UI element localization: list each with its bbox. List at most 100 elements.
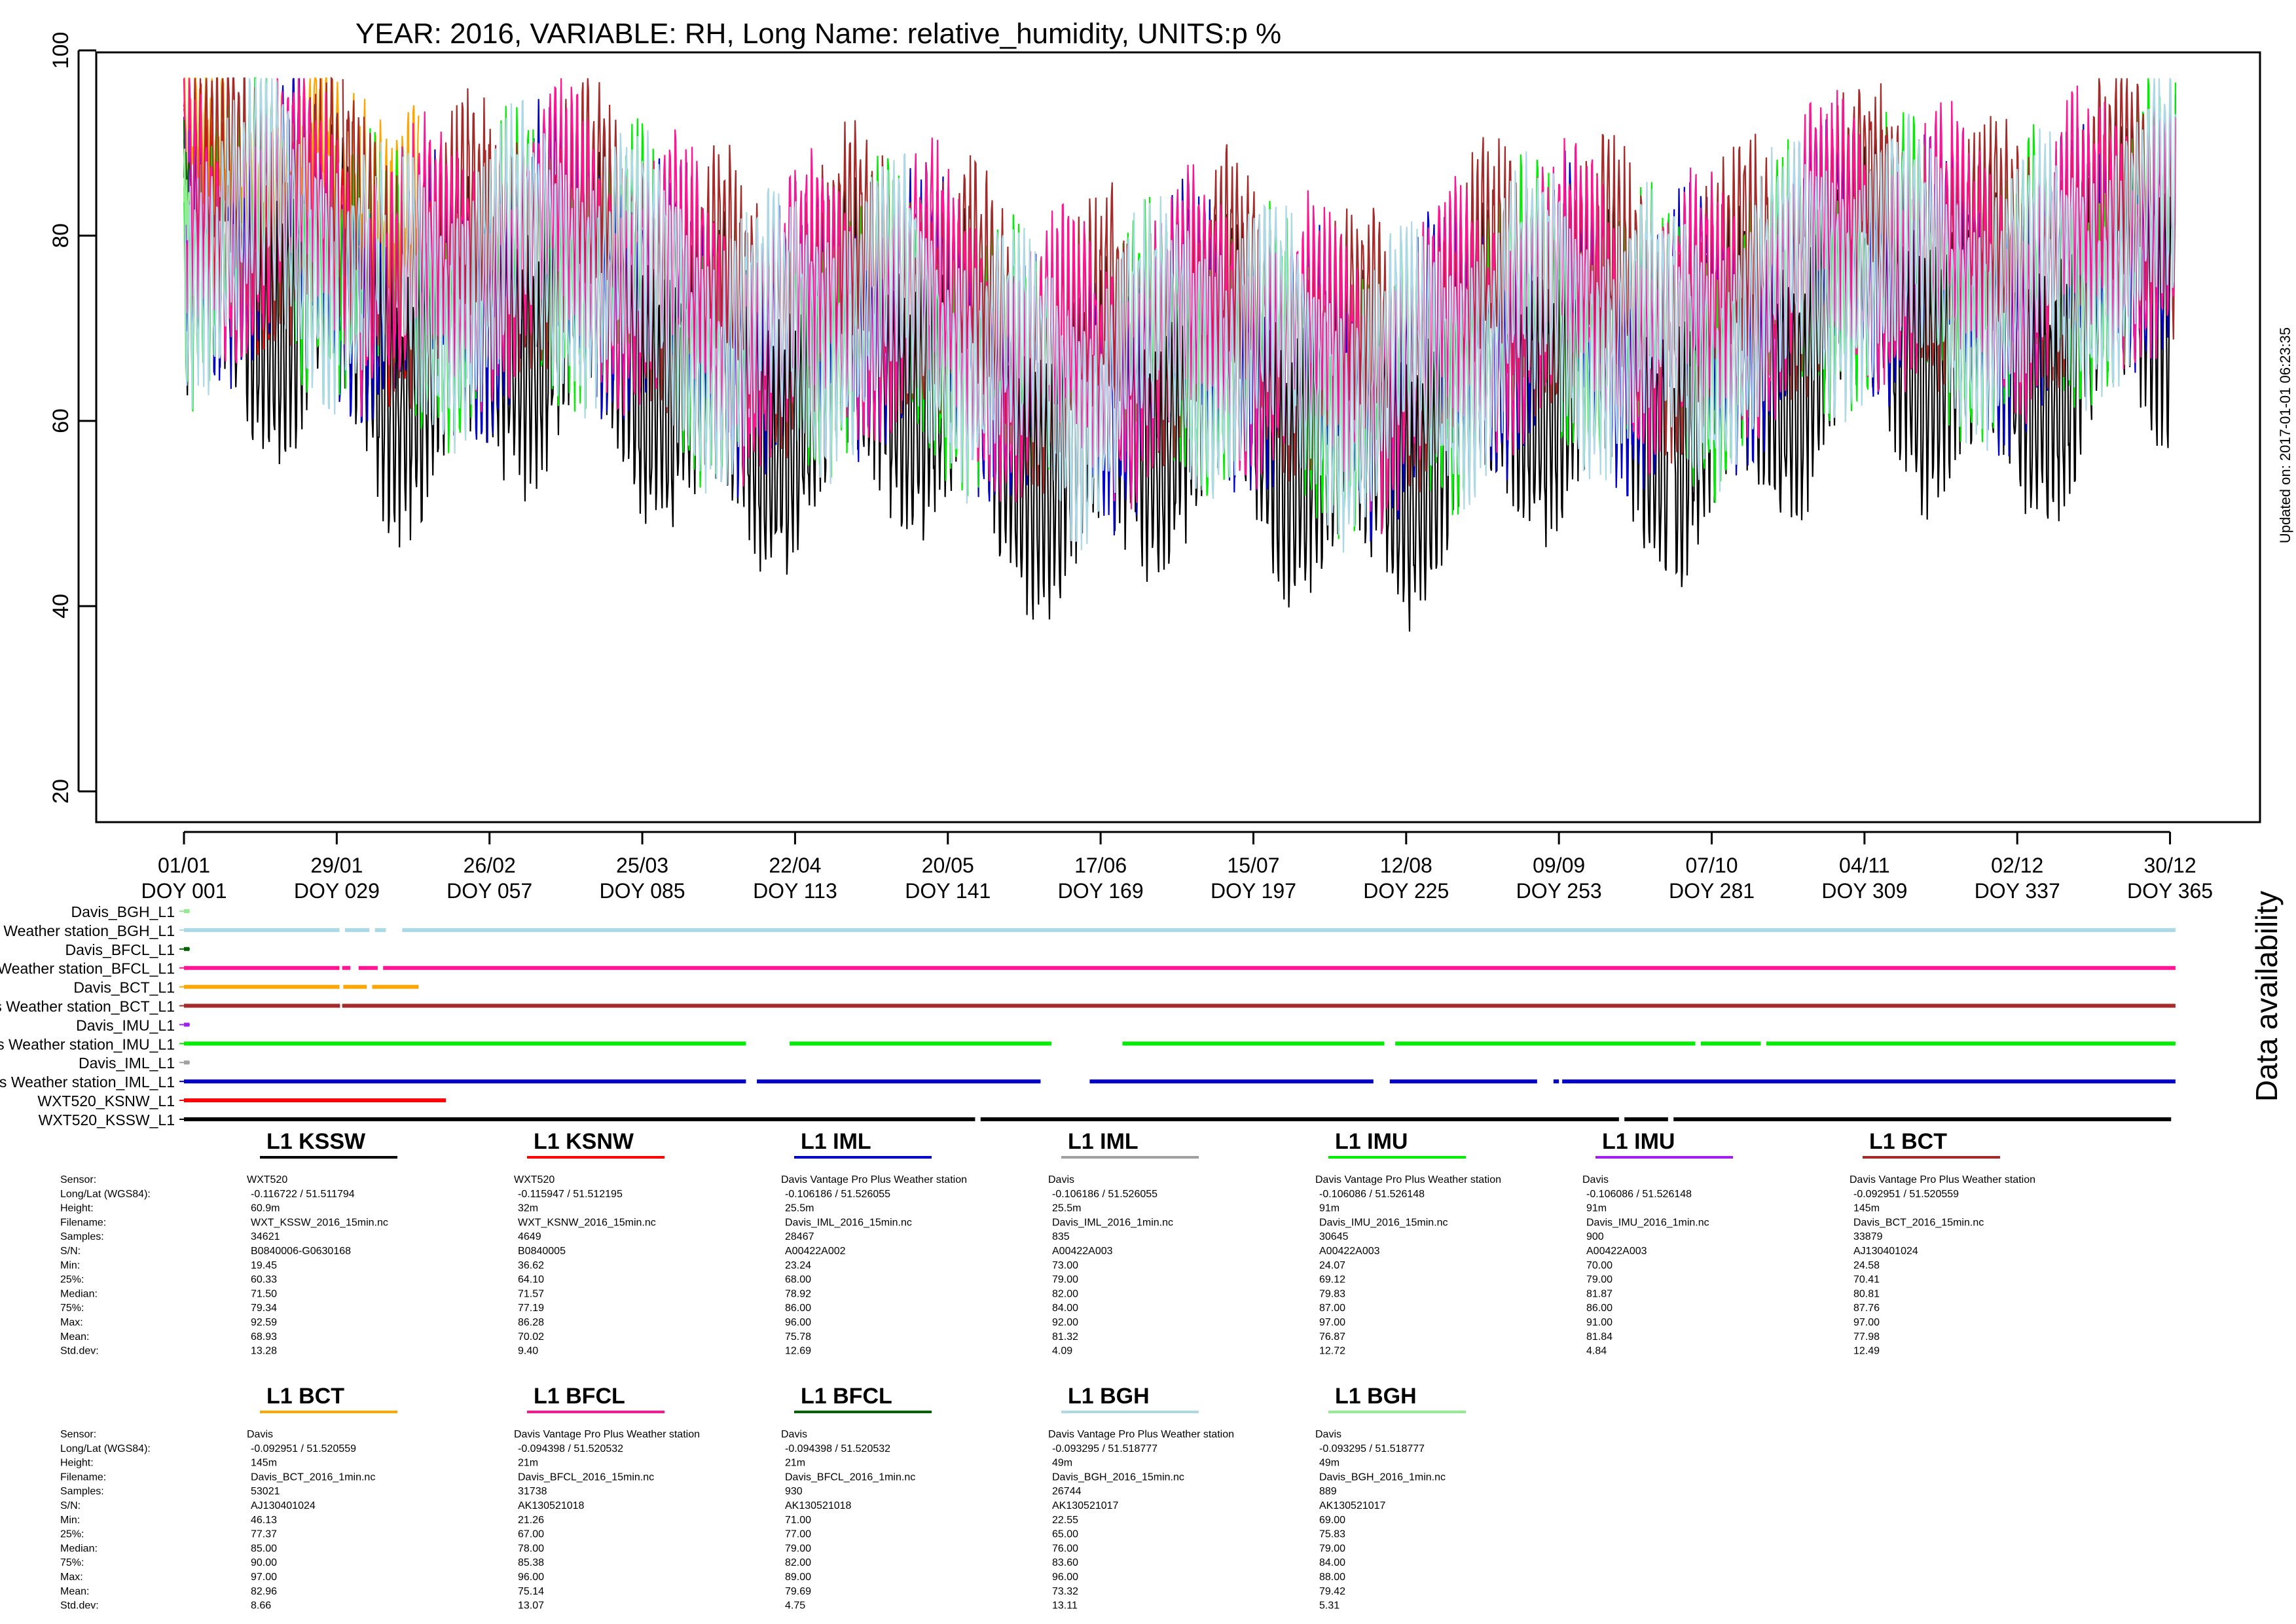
stat-value: 13.28 <box>251 1346 277 1357</box>
stat-value: Davis_BGH_2016_15min.nc <box>1052 1471 1184 1483</box>
panel-title: L1 IMU <box>1602 1129 1675 1154</box>
stat-value: -0.106086 / 51.526148 <box>1319 1189 1425 1200</box>
stat-value: -0.106186 / 51.526055 <box>1052 1189 1157 1200</box>
x-tick-doy: DOY 169 <box>1058 879 1144 903</box>
stat-value: 87.00 <box>1319 1303 1345 1314</box>
stat-value: 49m <box>1319 1458 1339 1469</box>
series-line-davis-bgh-l1 <box>183 148 191 241</box>
stat-value: -0.094398 / 51.520532 <box>785 1443 890 1454</box>
stat-value: 87.76 <box>1853 1303 1880 1314</box>
stat-label: Max: <box>60 1317 83 1328</box>
stat-value: AK130521018 <box>785 1500 852 1511</box>
stat-value: Davis_IMU_2016_15min.nc <box>1319 1217 1448 1228</box>
stat-value: 31738 <box>518 1486 547 1497</box>
stat-value: WXT520 <box>247 1174 287 1185</box>
stat-value: 67.00 <box>518 1529 544 1540</box>
availability-series-label: WXT520_KSNW_L1 <box>37 1092 175 1110</box>
stat-value: 835 <box>1052 1231 1070 1242</box>
series-line-davis-vantage-pro-plus-weather-station-bgh-l1 <box>183 78 2176 553</box>
stat-value: 21m <box>518 1458 538 1469</box>
x-tick-doy: DOY 029 <box>294 879 380 903</box>
stat-value: Davis Vantage Pro Plus Weather station <box>1048 1429 1234 1440</box>
x-tick-date: 15/07 <box>1227 854 1279 877</box>
stat-value: 60.33 <box>251 1274 277 1286</box>
panel-title: L1 BCT <box>266 1384 344 1409</box>
stat-value: 33879 <box>1853 1231 1883 1242</box>
stat-value: 8.66 <box>251 1600 271 1612</box>
x-tick-date: 26/02 <box>464 854 516 877</box>
stat-value: B0840005 <box>518 1246 566 1257</box>
stat-value: -0.093295 / 51.518777 <box>1052 1443 1157 1454</box>
x-tick-doy: DOY 253 <box>1516 879 1602 903</box>
stat-value: Davis <box>1582 1174 1609 1185</box>
stat-value: 82.96 <box>251 1586 277 1597</box>
stat-value: 77.98 <box>1853 1331 1880 1343</box>
stat-value: 19.45 <box>251 1260 277 1271</box>
stat-value: A00422A002 <box>785 1246 846 1257</box>
x-tick-date: 25/03 <box>616 854 668 877</box>
stat-value: 12.69 <box>785 1346 811 1357</box>
stat-value: 4.84 <box>1586 1346 1607 1357</box>
stat-value: Davis_BGH_2016_1min.nc <box>1319 1471 1446 1483</box>
stat-value: 4.75 <box>785 1600 805 1612</box>
stat-value: 81.32 <box>1052 1331 1078 1343</box>
stat-label: Samples: <box>60 1231 104 1242</box>
availability-series-label: Davis Vantage Pro Plus Weather station_B… <box>0 998 175 1015</box>
stat-value: 97.00 <box>1319 1317 1345 1328</box>
stat-value: A00422A003 <box>1319 1246 1380 1257</box>
stat-value: 92.00 <box>1052 1317 1078 1328</box>
stat-value: 77.00 <box>785 1529 811 1540</box>
stat-value: 24.07 <box>1319 1260 1345 1271</box>
stat-value: 75.83 <box>1319 1529 1345 1540</box>
stat-label: Filename: <box>60 1217 106 1228</box>
stat-value: 75.78 <box>785 1331 811 1343</box>
stat-value: 53021 <box>251 1486 280 1497</box>
stat-value: Davis_BCT_2016_15min.nc <box>1853 1217 1984 1228</box>
stat-value: 81.87 <box>1586 1288 1613 1299</box>
panel-title: L1 KSNW <box>534 1129 634 1154</box>
stat-value: 70.41 <box>1853 1274 1880 1286</box>
stat-value: -0.116722 / 51.511794 <box>251 1189 355 1200</box>
stat-value: 71.00 <box>785 1515 811 1526</box>
stat-value: 79.34 <box>251 1303 277 1314</box>
x-tick-date: 09/09 <box>1533 854 1585 877</box>
stat-value: 73.32 <box>1052 1586 1078 1597</box>
availability-series-label: Davis_BFCL_L1 <box>65 941 175 958</box>
stat-value: 22.55 <box>1052 1515 1078 1526</box>
stat-label: Max: <box>60 1572 83 1583</box>
stat-value: 145m <box>251 1458 277 1469</box>
x-tick-date: 22/04 <box>769 854 821 877</box>
stat-value: 82.00 <box>785 1557 811 1568</box>
stat-value: 900 <box>1586 1231 1604 1242</box>
x-tick-doy: DOY 113 <box>753 879 837 903</box>
panel-title: L1 BFCL <box>801 1384 892 1409</box>
x-tick-date: 17/06 <box>1074 854 1127 877</box>
panel-title: L1 BGH <box>1068 1384 1150 1409</box>
station-stats-panels: L1 KSSW Sensor: WXT520 Long/Lat (WGS84): -0.… <box>60 1129 2035 1612</box>
stat-value: 70.02 <box>518 1331 544 1343</box>
stat-value: 34621 <box>251 1231 280 1242</box>
stat-value: 32m <box>518 1203 538 1214</box>
stat-value: 65.00 <box>1052 1529 1078 1540</box>
stat-value: Davis_BCT_2016_1min.nc <box>251 1471 375 1483</box>
stat-value: 79.00 <box>1052 1274 1078 1286</box>
x-tick-doy: DOY 085 <box>600 879 685 903</box>
x-tick-doy: DOY 225 <box>1363 879 1449 903</box>
availability-series-label: Davis Vantage Pro Plus Weather station_B… <box>0 922 175 939</box>
stat-value: 68.93 <box>251 1331 277 1343</box>
x-tick-doy: DOY 001 <box>141 879 227 903</box>
availability-series-label: Davis_IML_L1 <box>79 1055 175 1072</box>
availability-series-label: WXT520_KSSW_L1 <box>39 1111 175 1128</box>
stat-value: 69.00 <box>1319 1515 1345 1526</box>
stat-label: S/N: <box>60 1500 81 1511</box>
stat-value: 78.92 <box>785 1288 811 1299</box>
availability-series-label: Davis_IMU_L1 <box>76 1017 175 1034</box>
stat-value: 85.00 <box>251 1543 277 1554</box>
stat-value: 69.12 <box>1319 1274 1345 1286</box>
panel-title: L1 KSSW <box>266 1129 366 1154</box>
stat-value: 96.00 <box>518 1572 544 1583</box>
stat-value: 75.14 <box>518 1586 544 1597</box>
stat-value: 13.07 <box>518 1600 544 1612</box>
availability-series-label: Davis Vantage Pro Plus Weather station_B… <box>0 960 175 977</box>
